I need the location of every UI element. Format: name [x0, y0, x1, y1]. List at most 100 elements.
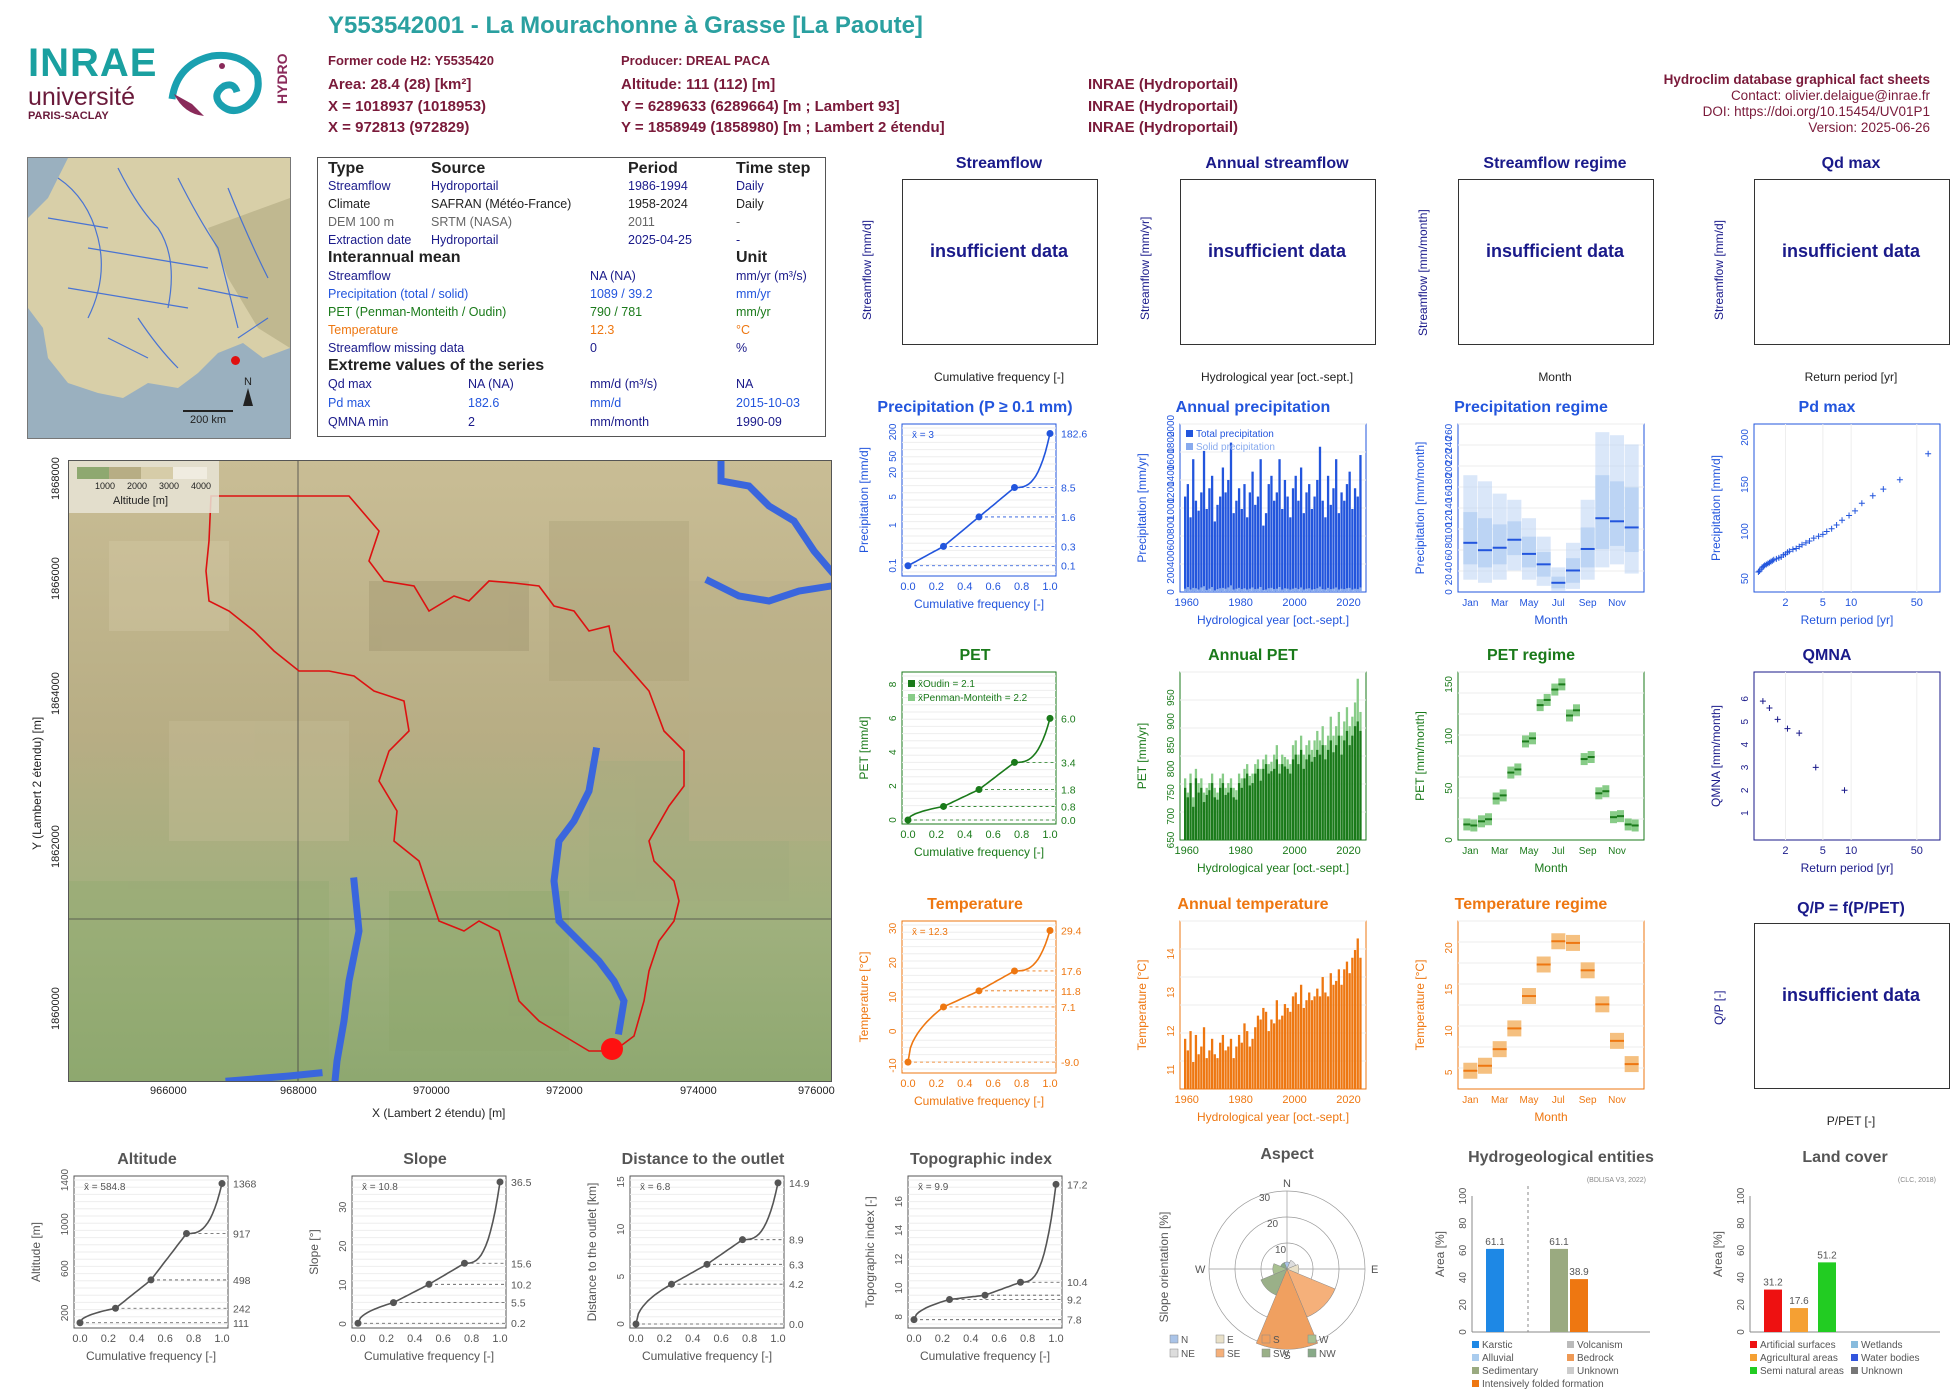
iqr-box [1478, 518, 1492, 568]
y-tick-label: 0 [888, 1028, 899, 1034]
x-tick-label: 0.2 [929, 829, 944, 841]
quantile-label: 1.6 [1061, 512, 1076, 524]
x-tick-label: Jan [1462, 1095, 1478, 1106]
bar-solid [1184, 588, 1187, 592]
pd-max-chart: Pd max Precipitation [mm/d] Return period … [1709, 399, 1941, 627]
col-type: Type [328, 160, 365, 177]
legend-swatch [1750, 1367, 1757, 1374]
cell: Precipitation (total / solid) [328, 287, 469, 301]
bar [1219, 787, 1222, 840]
streamflow-regime-plot [1458, 179, 1654, 345]
bar [1308, 754, 1311, 840]
bar-solid [1202, 586, 1206, 592]
bar [1321, 977, 1324, 1089]
mean-label: x̄ = 584.8 [84, 1182, 126, 1193]
hydrogeo-chart: Hydrogeological entities Area [%] 0 20 40 60 8… [1433, 1149, 1654, 1390]
bar [1194, 1034, 1198, 1089]
legend-entry: Karstic [1482, 1340, 1513, 1351]
legend-entry: x̄Penman-Monteith = 2.2 [918, 693, 1028, 704]
aspect-sector [1260, 1268, 1288, 1296]
bar [1243, 484, 1246, 592]
bar [1224, 794, 1227, 840]
bar [1332, 984, 1335, 1089]
bar [1262, 1007, 1265, 1089]
x-tick-label: 0.6 [992, 1333, 1007, 1345]
bar [1194, 500, 1198, 592]
contact[interactable]: Contact: olivier.delaigue@inrae.fr [1730, 88, 1930, 103]
x-tick-label: 1.0 [1042, 829, 1057, 841]
data-point [1925, 450, 1932, 457]
bar [1235, 1046, 1238, 1089]
bar [1348, 471, 1351, 592]
x-tick-label: Jan [1462, 846, 1478, 857]
x-tick-label: 0.0 [900, 581, 915, 593]
x-tick-label: 2000 [1282, 597, 1306, 609]
bar [1283, 766, 1287, 840]
y-axis-label: PET [mm/month] [1413, 711, 1427, 801]
bar [1359, 957, 1362, 1089]
bar-solid [1278, 587, 1281, 592]
bar-solid [1345, 588, 1349, 592]
chart-title: Precipitation regime [1454, 399, 1608, 416]
y-tick-label: 20 [1736, 1299, 1747, 1311]
area: Area: 28.4 (28) [km²] [328, 76, 472, 93]
y-tick-label: 50 [1740, 573, 1751, 585]
cell: NA [736, 377, 754, 391]
y-tick-label: 150 [1444, 676, 1455, 693]
france-minimap: N 200 km [27, 157, 291, 439]
bar [1289, 517, 1292, 592]
bar [1283, 479, 1287, 592]
mean-label: x̄ = 9.9 [918, 1182, 949, 1193]
qd-max-ylabel: Streamflow [mm/d] [1712, 219, 1726, 320]
bar [1208, 790, 1211, 840]
legend-entry: E [1227, 1335, 1234, 1346]
bar [1345, 730, 1349, 840]
bar [1237, 783, 1241, 840]
quantile-label: 8.5 [1061, 483, 1076, 495]
data-point [1841, 787, 1848, 794]
quantile-label: 3.4 [1061, 757, 1076, 769]
bar-solid [1237, 587, 1241, 592]
doi-link[interactable]: DOI: https://doi.org/10.15454/UV01P1 [1702, 104, 1930, 119]
annual-streamflow-plot [1180, 179, 1376, 345]
bar [1318, 446, 1322, 592]
bar-solid [1308, 588, 1311, 592]
quantile-point [668, 1280, 675, 1288]
bar [1273, 1023, 1276, 1089]
y-tick-label: 15 [616, 1176, 627, 1188]
ring-label: 10 [1275, 1245, 1287, 1256]
cell: NA (NA) [468, 377, 514, 391]
x-tick-label: Nov [1608, 1095, 1626, 1106]
legend-swatch [1186, 443, 1193, 450]
bar-value-label: 51.2 [1817, 1250, 1837, 1261]
data-point [1770, 556, 1777, 563]
qd-max-xlabel: Return period [yr] [1804, 370, 1898, 384]
y-tick-label: 3 [1740, 764, 1751, 770]
legend-swatch [1750, 1354, 1757, 1361]
cell: Hydroportail [431, 233, 499, 247]
y-tick-label: 4 [1740, 741, 1751, 747]
quantile-point [218, 1180, 226, 1188]
bar [1243, 1023, 1246, 1089]
legend-swatch [1851, 1367, 1858, 1374]
x-tick-label: Nov [1608, 846, 1626, 857]
bar [1326, 475, 1330, 592]
y-tick-label: 1600 [1166, 448, 1177, 471]
bar [1281, 764, 1284, 840]
ring-label: 30 [1259, 1193, 1271, 1204]
bar [1256, 768, 1260, 840]
quantile-point [946, 1296, 953, 1304]
y-axis-label: Precipitation [mm/d] [1709, 455, 1723, 561]
y-tick-label: 8 [894, 1314, 905, 1320]
bar [1232, 797, 1235, 840]
y-tick-label: 0 [1444, 589, 1455, 595]
bar-value-label: 61.1 [1485, 1237, 1505, 1248]
bar [1237, 488, 1241, 592]
chart-title: Altitude [117, 1151, 177, 1168]
bar [1329, 973, 1332, 1089]
bar-solid [1286, 588, 1289, 592]
bar [1248, 785, 1252, 840]
bar [1359, 455, 1362, 592]
bar [1210, 783, 1214, 840]
y-tick-label: 5 [1740, 718, 1751, 724]
